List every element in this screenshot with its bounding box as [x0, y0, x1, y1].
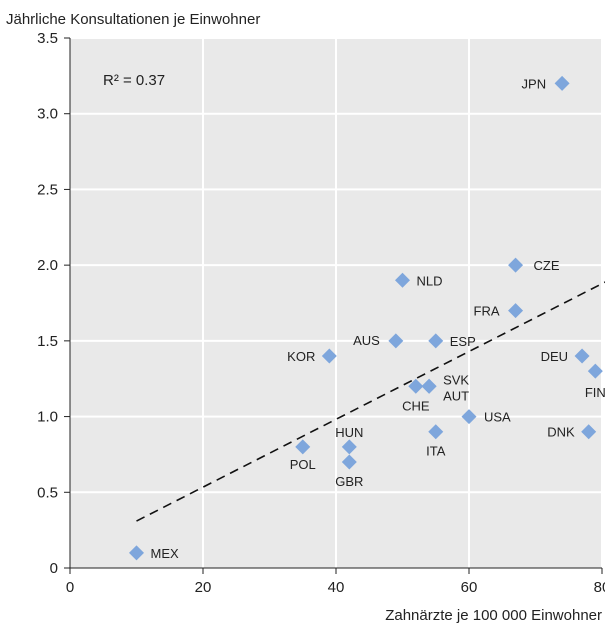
y-tick-label: 1.5 — [37, 333, 58, 350]
point-label-esp: ESP — [450, 334, 476, 349]
point-marker-aus — [388, 333, 404, 349]
y-tick-label: 0 — [50, 560, 58, 577]
y-tick-label: 0.5 — [37, 484, 58, 501]
x-tick-label: 60 — [461, 579, 478, 596]
y-axis-label: Jährliche Konsultationen je Einwohner — [6, 11, 260, 28]
point-label-fin: FIN — [585, 385, 605, 400]
point-label-hun: HUN — [335, 425, 363, 440]
point-marker-che — [408, 378, 424, 394]
point-label-cze: CZE — [534, 258, 560, 273]
grid — [70, 37, 603, 568]
x-axis-label: Zahnärzte je 100 000 Einwohner — [385, 607, 602, 624]
point-marker-ita — [428, 424, 444, 440]
x-tick-label: 20 — [195, 579, 212, 596]
axes: 0 0.5 1.0 1.5 2.0 2.5 3.0 3.5 0 20 40 60 80 — [37, 30, 605, 596]
point-label-jpn: JPN — [522, 76, 547, 91]
x-tick-label: 80 — [594, 579, 605, 596]
point-marker-hun — [341, 439, 357, 455]
x-tick-label: 40 — [328, 579, 345, 596]
point-label-ita: ITA — [426, 444, 446, 459]
point-label-kor: KOR — [287, 349, 315, 364]
point-marker-kor — [321, 348, 337, 364]
point-marker-mex — [129, 545, 144, 561]
point-marker-gbr — [341, 454, 357, 470]
trendline — [136, 281, 605, 522]
point-marker-cze — [508, 257, 524, 273]
y-tick-label: 2.5 — [37, 181, 58, 198]
r-squared-annotation: R² = 0.37 — [103, 72, 165, 89]
y-tick-label: 3.0 — [37, 106, 58, 123]
point-label-deu: DEU — [541, 349, 568, 364]
point-label-che: CHE — [402, 398, 430, 413]
point-marker-usa — [461, 409, 477, 425]
point-label-usa: USA — [484, 410, 511, 425]
point-marker-jpn — [554, 75, 570, 91]
y-tick-label: 3.5 — [37, 30, 58, 47]
point-marker-deu — [574, 348, 590, 364]
point-label-svk: SVK — [443, 372, 469, 387]
point-label-mex: MEX — [151, 546, 180, 561]
trendline-group — [136, 281, 605, 522]
point-label-pol: POL — [290, 457, 316, 472]
point-marker-pol — [295, 439, 311, 455]
y-tick-label: 1.0 — [37, 409, 58, 426]
point-label-gbr: GBR — [335, 474, 363, 489]
x-tick-label: 0 — [66, 579, 74, 596]
point-label-aus: AUS — [353, 333, 380, 348]
point-marker-nld — [395, 272, 410, 288]
point-label-aut: AUT — [443, 388, 469, 403]
point-marker-dnk — [581, 424, 597, 440]
point-marker-fra — [508, 303, 524, 319]
point-label-dnk: DNK — [547, 425, 575, 440]
point-marker-aut — [421, 378, 437, 394]
y-tick-label: 2.0 — [37, 257, 58, 274]
point-label-nld: NLD — [417, 273, 443, 288]
point-label-fra: FRA — [474, 304, 500, 319]
point-marker-esp — [428, 333, 444, 349]
point-marker-fin — [587, 363, 603, 379]
